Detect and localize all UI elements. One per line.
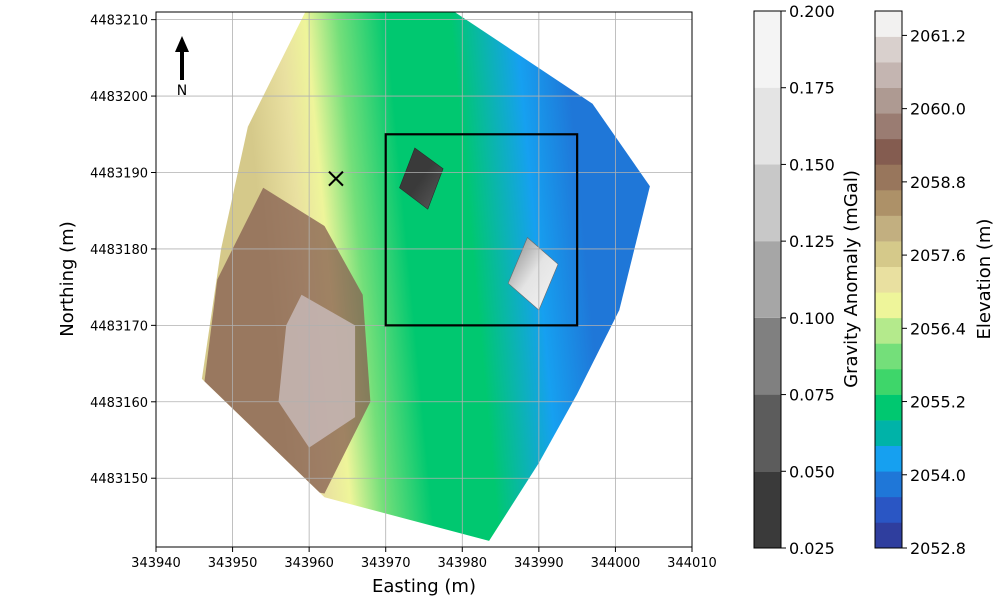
elevation-colorbar-band — [875, 36, 902, 63]
map-axes: N 343940 343950 343960 343970 343980 343990 34… — [57, 11, 717, 597]
elevation-colorbar: 2052.8 2054.0 2055.2 2056.4 2057.6 2058.8 2060… — [874, 10, 995, 558]
gravity-tick-label: 0.150 — [789, 155, 835, 174]
y-tick-label: 4483190 — [90, 167, 148, 182]
high-elevation-core — [278, 294, 356, 448]
elevation-colorbar-band — [875, 420, 902, 447]
elevation-colorbar-band — [875, 87, 902, 114]
gravity-tick-label: 0.100 — [789, 309, 835, 328]
elevation-colorbar-band — [875, 215, 902, 242]
y-tick-label: 4483170 — [90, 319, 148, 334]
station-marker-stroke — [328, 170, 344, 187]
x-tick-label: 344000 — [591, 556, 641, 571]
elevation-colorbar-ticks: 2052.8 2054.0 2055.2 2056.4 2057.6 2058.8 2060… — [902, 26, 966, 558]
gravity-anomaly-patch — [399, 147, 444, 210]
gravity-colorbar-label: Gravity Anomaly (mGal) — [841, 170, 862, 388]
gravity-tick-label: 0.175 — [789, 79, 835, 98]
elevation-colorbar-band — [875, 522, 902, 549]
elevation-colorbar-band — [875, 394, 902, 421]
y-tick-label: 4483150 — [90, 472, 148, 487]
elevation-colorbar-band — [875, 241, 902, 268]
x-tick-label: 343990 — [514, 556, 564, 571]
elevation-colorbar-label: Elevation (m) — [974, 219, 995, 340]
gravity-colorbar-band — [754, 471, 781, 548]
elevation-colorbar-band — [875, 471, 902, 498]
gravity-colorbar-band — [754, 11, 781, 88]
elevation-colorbar-frame — [874, 10, 903, 549]
gravity-tick-label: 0.025 — [789, 539, 835, 558]
y-tick-label: 4483180 — [90, 243, 148, 258]
station-marker — [328, 170, 344, 187]
elevation-tick-label: 2052.8 — [910, 539, 966, 558]
elevation-colorbar-band — [875, 369, 902, 395]
study-area-box — [384, 133, 579, 327]
elevation-colorbar-band — [875, 266, 902, 293]
x-tick-label: 343950 — [208, 556, 258, 571]
north-arrow-label: N — [177, 83, 187, 99]
north-arrow-head — [175, 36, 189, 52]
elevation-tick-label: 2054.0 — [910, 466, 966, 485]
gravity-colorbar-frame — [753, 10, 782, 549]
elevation-colorbar-band — [875, 317, 902, 344]
elevation-tick-label: 2058.8 — [910, 173, 966, 192]
elevation-tick-label: 2056.4 — [910, 319, 966, 338]
elevation-colorbar-band — [875, 445, 902, 472]
elevation-colorbar-band — [875, 292, 902, 319]
elevation-colorbar-band — [875, 496, 902, 523]
gravity-tick-label: 0.125 — [789, 232, 835, 251]
y-axis: 4483150 4483160 4483170 4483180 4483190 44832… — [90, 14, 156, 487]
north-arrow: N — [175, 36, 189, 99]
elevation-colorbar-band — [875, 62, 902, 89]
gravity-colorbar: 0.025 0.050 0.075 0.100 0.125 0.150 0.175 0.200… — [753, 2, 862, 558]
elevation-colorbar-band — [875, 138, 902, 165]
x-tick-label: 343940 — [131, 556, 181, 571]
gravity-colorbar-band — [754, 87, 781, 165]
elevation-colorbar-band — [875, 11, 902, 37]
x-axis: 343940 343950 343960 343970 343980 343990 3440… — [131, 547, 717, 571]
gravity-tick-label: 0.075 — [789, 386, 835, 405]
gravity-tick-label: 0.200 — [789, 2, 835, 21]
y-axis-label: Northing (m) — [57, 221, 78, 336]
elevation-colorbar-band — [875, 113, 902, 140]
gravity-colorbar-band — [754, 394, 781, 472]
y-tick-label: 4483200 — [90, 90, 148, 105]
plot-frame — [155, 11, 693, 548]
x-tick-label: 343960 — [284, 556, 334, 571]
x-tick-label: 344010 — [667, 556, 717, 571]
elevation-tick-label: 2057.6 — [910, 246, 966, 265]
elevation-tick-label: 2061.2 — [910, 26, 966, 45]
gravity-colorbar-bands — [754, 11, 781, 548]
elevation-colorbar-band — [875, 164, 902, 191]
x-tick-label: 343980 — [437, 556, 487, 571]
elevation-colorbar-band — [875, 190, 902, 216]
gravity-tick-label: 0.050 — [789, 462, 835, 481]
y-tick-label: 4483160 — [90, 396, 148, 411]
x-tick-label: 343970 — [361, 556, 411, 571]
gravity-colorbar-ticks: 0.025 0.050 0.075 0.100 0.125 0.150 0.175 0.200 — [781, 2, 835, 558]
gravity-colorbar-band — [754, 241, 781, 318]
x-axis-label: Easting (m) — [372, 576, 476, 597]
elevation-colorbar-band — [875, 343, 902, 370]
y-tick-label: 4483210 — [90, 14, 148, 29]
elevation-colorbar-bands — [875, 11, 902, 549]
gravity-colorbar-band — [754, 164, 781, 242]
gravity-colorbar-band — [754, 317, 781, 395]
elevation-tick-label: 2055.2 — [910, 393, 966, 412]
elevation-tick-label: 2060.0 — [910, 100, 966, 119]
